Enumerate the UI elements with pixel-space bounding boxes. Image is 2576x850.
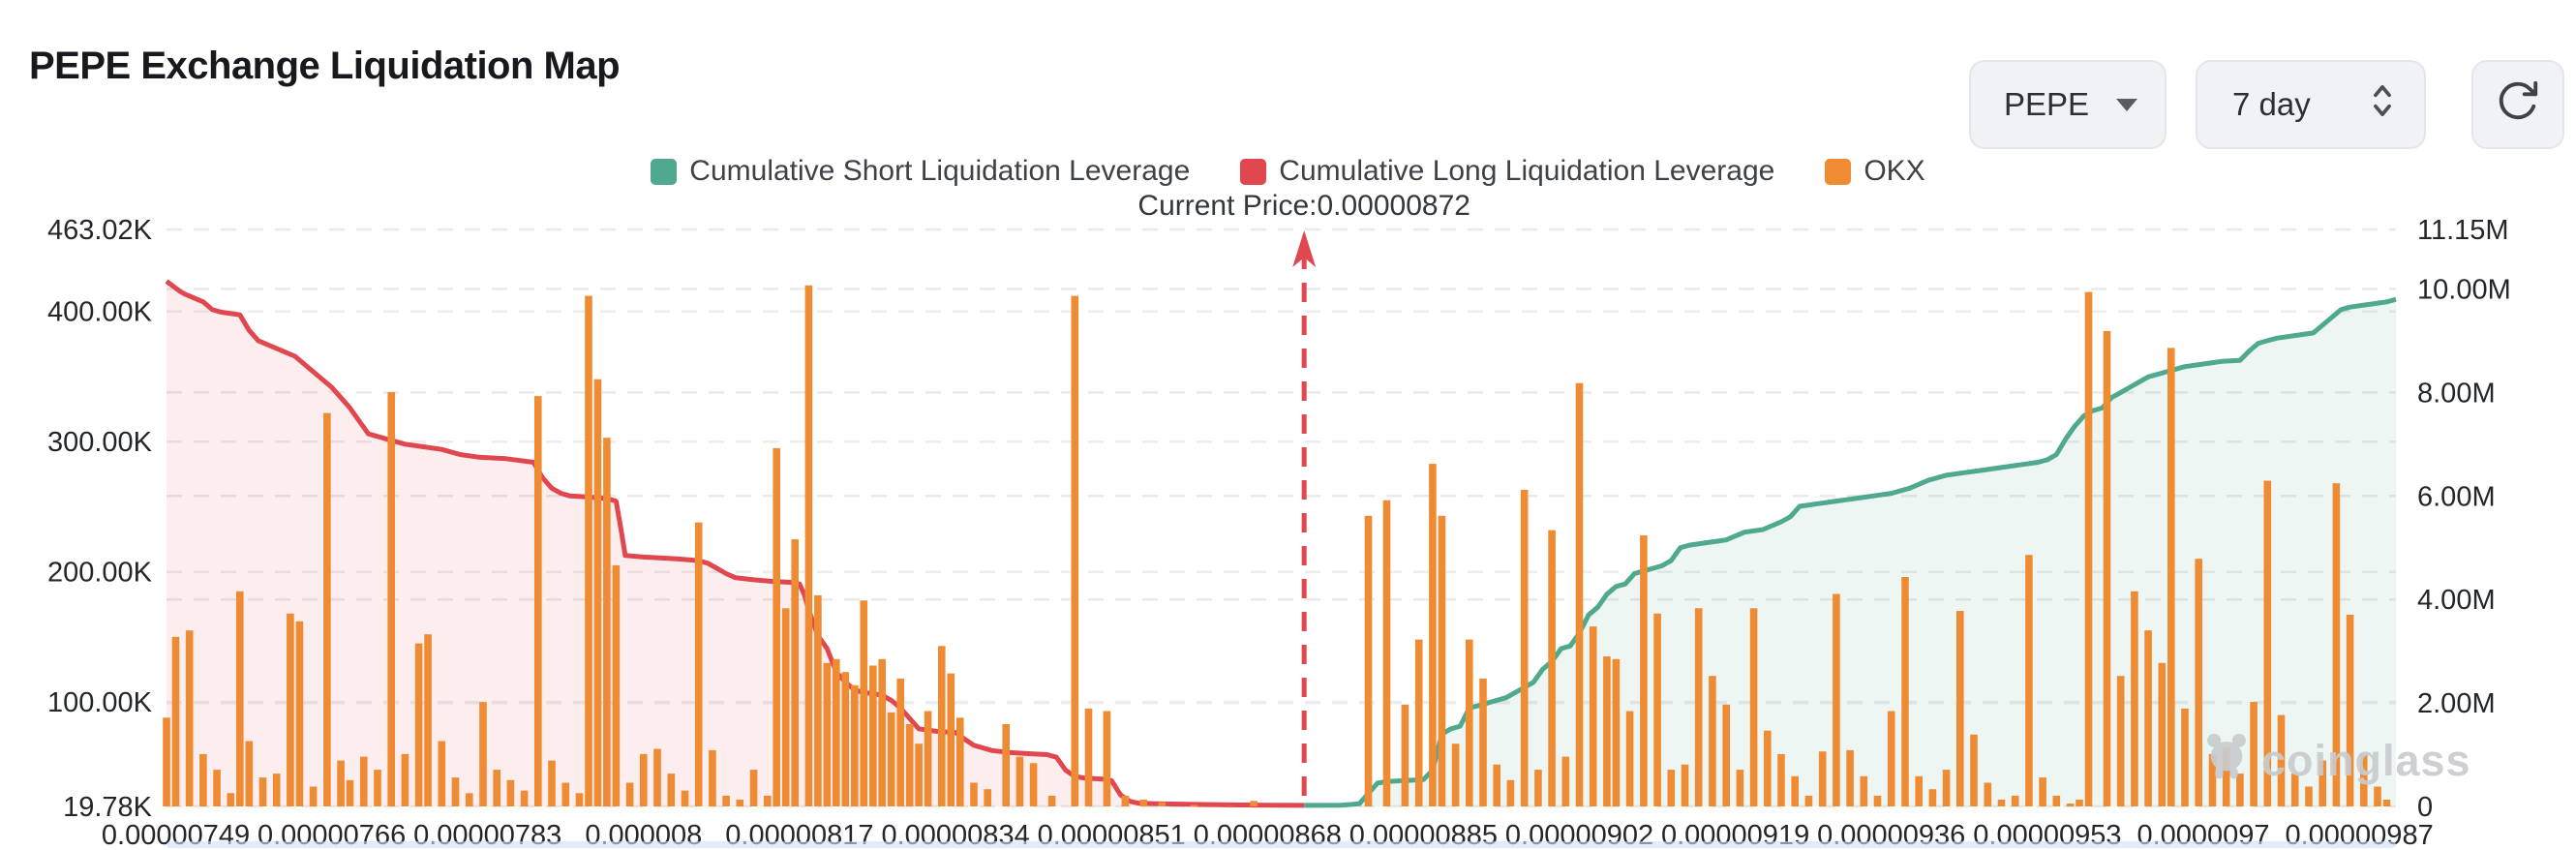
refresh-icon [2496,78,2540,131]
symbol-select[interactable]: PEPE [1969,60,2167,149]
short-legend-label: Cumulative Short Liquidation Leverage [689,155,1191,187]
svg-text:200.00K: 200.00K [47,558,153,589]
svg-text:300.00K: 300.00K [47,427,153,458]
okx-legend-label: OKX [1864,155,1925,187]
svg-text:8.00M: 8.00M [2417,378,2496,409]
caret-down-icon [2116,98,2137,111]
watermark: coinglass [2199,728,2471,793]
svg-text:6.00M: 6.00M [2417,481,2496,512]
symbol-select-value: PEPE [2004,86,2090,122]
svg-text:0: 0 [2417,792,2433,823]
page-title: PEPE Exchange Liquidation Map [29,45,621,87]
period-select-value: 7 day [2232,86,2311,122]
svg-text:463.02K: 463.02K [47,215,153,246]
legend-item-long[interactable]: Cumulative Long Liquidation Leverage [1240,155,1774,188]
svg-text:10.00M: 10.00M [2417,275,2511,306]
svg-text:100.00K: 100.00K [47,687,153,718]
chart-legend: Cumulative Short Liquidation Leverage Cu… [0,155,2576,188]
svg-text:Current Price:0.00000872: Current Price:0.00000872 [1137,190,1470,222]
svg-text:2.00M: 2.00M [2417,688,2496,719]
watermark-text: coinglass [2261,735,2471,785]
svg-text:19.78K: 19.78K [63,792,153,823]
x-axis-scrollbar[interactable] [167,841,2396,848]
refresh-button[interactable] [2471,60,2564,149]
coinglass-bull-icon [2199,728,2254,793]
legend-item-okx[interactable]: OKX [1825,155,1925,188]
chevron-up-down-icon [2366,79,2399,130]
short-legend-swatch [651,158,678,185]
legend-item-short[interactable]: Cumulative Short Liquidation Leverage [651,155,1190,188]
svg-text:400.00K: 400.00K [47,297,153,328]
period-select[interactable]: 7 day [2196,60,2426,149]
okx-legend-swatch [1825,158,1852,185]
long-legend-swatch [1240,158,1267,185]
svg-text:4.00M: 4.00M [2417,585,2496,616]
svg-text:11.15M: 11.15M [2417,215,2509,246]
long-legend-label: Cumulative Long Liquidation Leverage [1279,155,1775,187]
